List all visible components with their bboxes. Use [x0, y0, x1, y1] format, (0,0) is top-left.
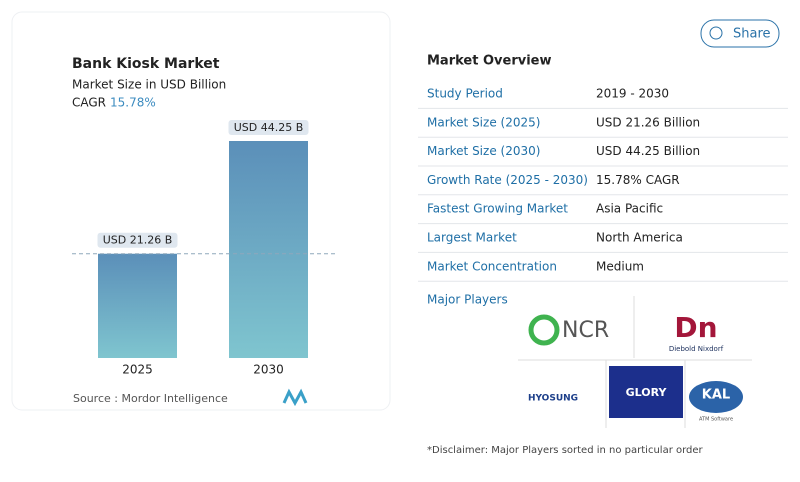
source: Source : Mordor Intelligence	[73, 392, 228, 405]
row-label: Market Size (2030)	[427, 144, 540, 158]
brand-logo	[282, 388, 308, 407]
row-label: Fastest Growing Market	[427, 202, 568, 216]
row-value: 15.78% CAGR	[596, 173, 680, 187]
logo-kal-sub: ATM Software	[699, 417, 733, 423]
share-icon	[709, 26, 723, 40]
ncr-icon	[528, 314, 560, 346]
logo-hyosung: HYOSUNG	[528, 394, 578, 404]
cagr-label: CAGR	[72, 96, 106, 110]
row-value: 2019 - 2030	[596, 87, 669, 101]
row-value: USD 44.25 Billion	[596, 144, 700, 158]
diebold-mark: Dn	[674, 311, 717, 344]
value-label: USD 21.26 B	[103, 234, 173, 247]
row-value: Medium	[596, 259, 644, 273]
row-label: Study Period	[427, 87, 503, 101]
value-label: USD 44.25 B	[234, 121, 304, 134]
row-value: USD 21.26 Billion	[596, 115, 700, 129]
cagr-value: 15.78%	[110, 96, 156, 110]
kal-oval	[689, 381, 743, 413]
logo-ncr: NCR	[562, 318, 609, 343]
chart-title: Bank Kiosk Market	[72, 56, 220, 72]
bar	[229, 141, 308, 358]
value-label-bg	[97, 232, 178, 248]
row-label: Growth Rate (2025 - 2030)	[427, 173, 588, 187]
overview-table: Study Period 2019 - 2030 Market Size (2025…	[418, 87, 788, 282]
row-value: Asia Pacific	[596, 202, 663, 216]
row-label: Market Size (2025)	[427, 115, 540, 129]
share-button[interactable]	[700, 19, 780, 48]
value-label-bg	[228, 120, 309, 135]
row-label: Largest Market	[427, 231, 517, 245]
overview-title: Market Overview	[427, 54, 551, 69]
logo-diebold: Diebold Nixdorf	[669, 345, 724, 353]
logo-glory: GLORY	[626, 386, 668, 399]
disclaimer: *Disclaimer: Major Players sorted in no …	[427, 445, 704, 456]
x-tick-label: 2025	[122, 363, 153, 377]
glory-box	[609, 366, 683, 418]
share-text[interactable]: Share	[733, 27, 771, 42]
chart-subtitle: Market Size in USD Billion	[72, 78, 226, 92]
row-label: Market Concentration	[427, 259, 557, 273]
bar	[98, 253, 177, 358]
row-value: North America	[596, 231, 683, 245]
x-tick-label: 2030	[253, 363, 284, 377]
players-title: Major Players	[427, 293, 508, 307]
logo-kal: KAL	[702, 388, 730, 403]
